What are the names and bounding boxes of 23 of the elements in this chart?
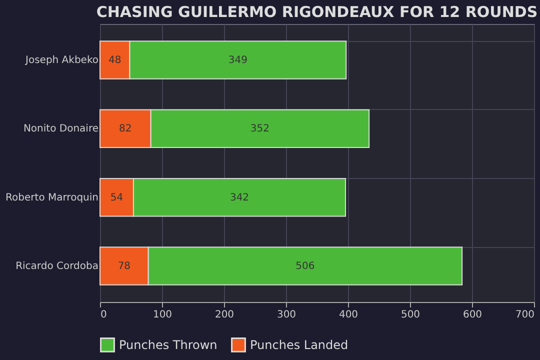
y-tick-label: Roberto Marroquin [6,192,98,204]
x-tick-label: 200 [214,310,234,320]
chart-title: CHASING GUILLERMO RIGONDEAUX FOR 12 ROUNDS [96,3,538,21]
data-label: 54 [110,192,124,204]
x-tick-label: 400 [338,310,358,320]
y-tick-label: Ricardo Cordoba [16,260,98,272]
data-label: 506 [296,260,315,272]
x-tick-label: 600 [462,310,482,320]
legend-label: Punches Thrown [119,338,218,352]
y-tick-label: Nonito Donaire [23,124,98,135]
x-tick-label: 300 [276,310,296,320]
data-label: 48 [108,55,122,66]
x-tick-label: 100 [152,310,172,320]
y-tick-label: Joseph Akbeko [24,55,98,66]
data-label: 349 [228,55,248,66]
data-label: 78 [118,260,131,272]
x-tick-label: 500 [400,310,420,320]
data-label: 82 [119,124,132,135]
x-tick-label: 700 [515,310,534,320]
data-label: 352 [250,124,270,135]
legend-label: Punches Landed [250,338,348,352]
data-label: 342 [230,192,250,204]
x-tick-label: 0 [100,310,107,320]
